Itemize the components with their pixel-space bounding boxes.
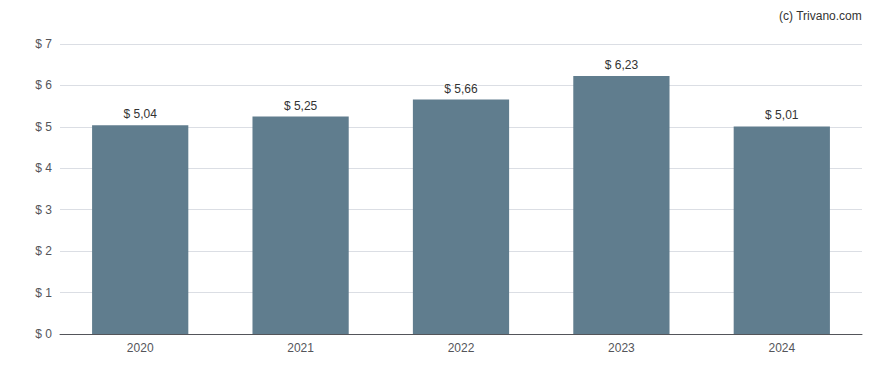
svg-text:2020: 2020 bbox=[127, 341, 154, 355]
svg-text:$ 2: $ 2 bbox=[35, 244, 52, 258]
svg-text:2023: 2023 bbox=[608, 341, 635, 355]
svg-text:$ 6: $ 6 bbox=[35, 78, 52, 92]
svg-text:$ 4: $ 4 bbox=[35, 161, 52, 175]
svg-text:$ 5: $ 5 bbox=[35, 120, 52, 134]
svg-text:(c) Trivano.com: (c) Trivano.com bbox=[779, 9, 862, 23]
svg-text:$ 7: $ 7 bbox=[35, 37, 52, 51]
svg-text:$ 5,25: $ 5,25 bbox=[284, 99, 318, 113]
svg-text:2024: 2024 bbox=[768, 341, 795, 355]
svg-text:2021: 2021 bbox=[287, 341, 314, 355]
svg-text:$ 3: $ 3 bbox=[35, 203, 52, 217]
svg-text:$ 5,01: $ 5,01 bbox=[765, 108, 799, 122]
svg-text:$ 5,04: $ 5,04 bbox=[124, 107, 158, 121]
svg-text:2022: 2022 bbox=[448, 341, 475, 355]
svg-text:$ 5,66: $ 5,66 bbox=[444, 82, 478, 96]
svg-text:$ 0: $ 0 bbox=[35, 327, 52, 341]
svg-text:$ 6,23: $ 6,23 bbox=[605, 58, 639, 72]
svg-text:$ 1: $ 1 bbox=[35, 286, 52, 300]
